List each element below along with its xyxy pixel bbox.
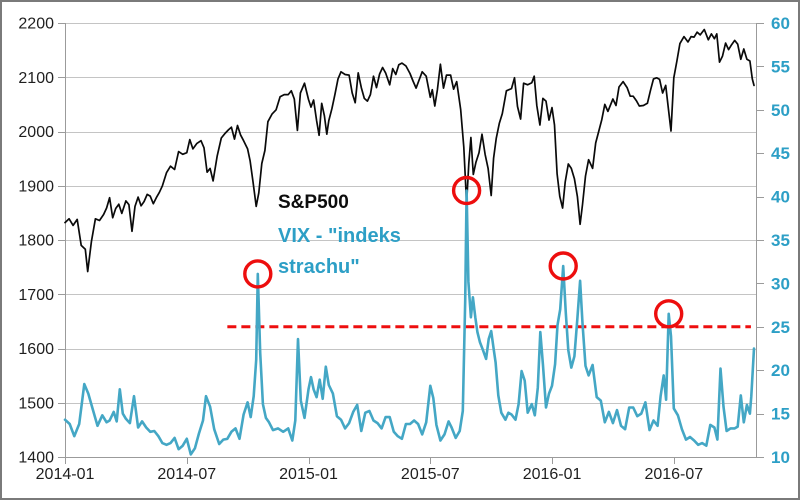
- right-axis-tick-label: 20: [771, 361, 790, 380]
- left-axis-tick-label: 1900: [18, 178, 54, 195]
- left-axis-tick-label: 1800: [18, 233, 54, 250]
- right-axis-tick-label: 35: [771, 231, 790, 250]
- x-axis-tick-label: 2015-01: [279, 466, 338, 483]
- series-line-vix: [63, 189, 756, 456]
- right-axis-tick-label: 60: [771, 14, 790, 33]
- legend-sp500-label: S&P500: [278, 192, 349, 213]
- right-axis-tick-label: 40: [771, 188, 790, 207]
- right-axis-tick-label: 15: [771, 405, 790, 424]
- x-axis-tick-label: 2015-07: [401, 466, 460, 483]
- vix-spike-highlight-circle: [243, 259, 273, 289]
- left-axis-tick-label: 2200: [18, 16, 54, 33]
- x-axis-tick-label: 2016-01: [523, 466, 582, 483]
- left-axis-tick-label: 1700: [18, 287, 54, 304]
- x-axis-tick-label: 2014-07: [157, 466, 216, 483]
- left-axis-tick-label: 2100: [18, 70, 54, 87]
- left-axis-tick-label: 1600: [18, 341, 54, 358]
- x-axis-tick-label: 2014-01: [36, 466, 95, 483]
- right-axis-tick-label: 25: [771, 318, 790, 337]
- vix-spike-highlight-circle: [451, 175, 482, 206]
- left-axis-tick-label: 1400: [18, 450, 54, 467]
- right-axis-tick-label: 45: [771, 144, 790, 163]
- chart-legend: S&P500 VIX - "indeks strachu": [278, 192, 420, 283]
- vix-spike-highlight-circle: [654, 299, 684, 329]
- series-line-sp500: [64, 28, 755, 273]
- left-axis-tick-label: 1500: [18, 395, 54, 412]
- left-axis-tick-label: 2000: [18, 124, 54, 141]
- right-axis-tick-label: 55: [771, 57, 790, 76]
- right-axis-tick-label: 30: [771, 274, 790, 293]
- x-axis-tick-label: 2016-07: [644, 466, 703, 483]
- legend-vix-label: VIX - "indeks strachu": [278, 225, 401, 278]
- right-axis-tick-label: 50: [771, 101, 790, 120]
- right-axis-tick-label: 10: [771, 448, 790, 467]
- vix-spike-highlight-circle: [548, 251, 578, 281]
